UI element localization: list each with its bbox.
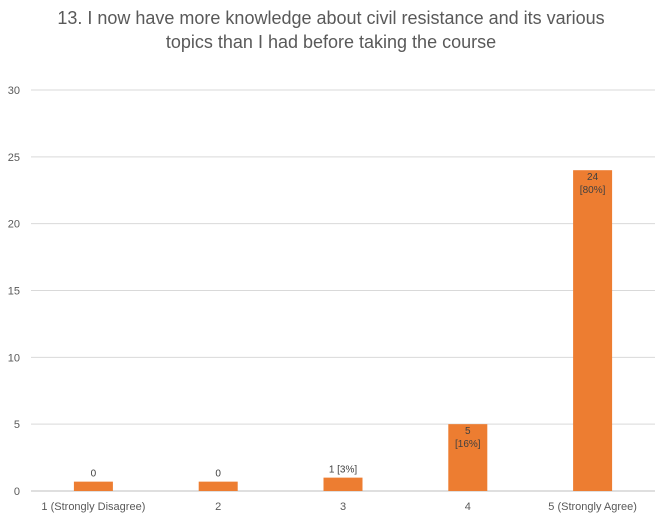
x-axis-categories: 1 (Strongly Disagree) 2 3 4 5 (Strongly Agre… [41, 501, 636, 513]
x-category-label: 1 (Strongly Disagree) [41, 501, 145, 513]
x-category-label: 2 [215, 501, 221, 513]
data-label: 24 [587, 172, 599, 183]
y-axis-ticks: 0 5 10 15 20 25 30 [8, 85, 20, 498]
y-tick-label: 0 [14, 486, 20, 498]
bars [73, 170, 613, 491]
data-label: 1 [3%] [329, 465, 358, 476]
bar [198, 481, 238, 491]
y-tick-label: 10 [8, 352, 20, 364]
y-tick-label: 5 [14, 419, 20, 431]
x-category-label: 3 [340, 501, 346, 513]
y-tick-label: 30 [8, 85, 20, 97]
data-label: [80%] [580, 185, 606, 196]
data-label: 0 [215, 469, 221, 480]
chart-title-line: topics than I had before taking the cour… [166, 32, 496, 52]
y-tick-label: 25 [8, 152, 20, 164]
bar [573, 170, 613, 491]
data-labels: 0 0 1 [3%] 5 [16%] 24 [80%] [91, 172, 606, 479]
chart-title-line: 13. I now have more knowledge about civi… [57, 8, 604, 28]
gridlines [31, 89, 655, 492]
y-tick-label: 20 [8, 219, 20, 231]
data-label: 0 [91, 469, 97, 480]
data-label: [16%] [455, 439, 481, 450]
x-category-label: 4 [465, 501, 471, 513]
y-tick-label: 15 [8, 286, 20, 298]
bar [73, 481, 113, 491]
bar [323, 477, 363, 491]
chart-title: 13. I now have more knowledge about civi… [57, 8, 604, 52]
bar [448, 424, 488, 491]
x-category-label: 5 (Strongly Agree) [548, 501, 637, 513]
data-label: 5 [465, 426, 471, 437]
